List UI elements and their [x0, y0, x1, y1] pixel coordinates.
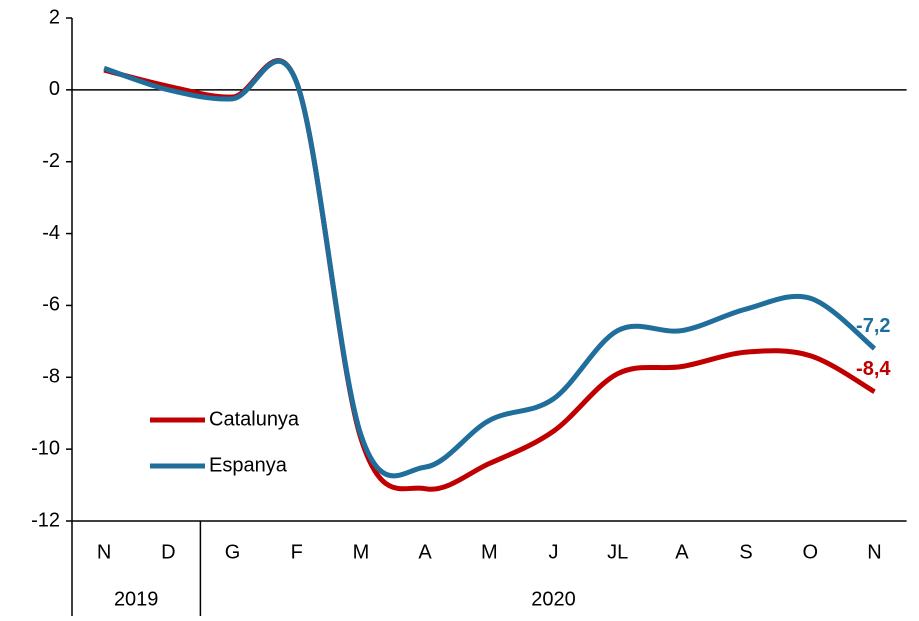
x-group-label: 2019	[114, 588, 159, 610]
x-tick-label: S	[739, 541, 752, 563]
x-tick-label: M	[353, 541, 370, 563]
y-tick-label: -2	[42, 150, 60, 172]
value-label: -8,4	[856, 358, 891, 380]
x-tick-label: F	[291, 541, 303, 563]
x-tick-label: D	[161, 541, 175, 563]
x-tick-label: JL	[607, 541, 628, 563]
x-tick-label: N	[867, 541, 881, 563]
x-tick-label: A	[675, 541, 689, 563]
y-tick-label: -8	[42, 366, 60, 388]
series-line	[103, 58, 877, 479]
x-tick-label: N	[97, 541, 111, 563]
x-tick-label: O	[803, 541, 819, 563]
x-group-label: 2020	[531, 588, 576, 610]
y-tick-label: -12	[31, 509, 60, 531]
legend-label: Catalunya	[209, 408, 300, 430]
y-tick-label: 2	[49, 6, 60, 28]
y-tick-label: -6	[42, 294, 60, 316]
value-label: -7,2	[856, 315, 890, 337]
x-tick-label: A	[418, 541, 432, 563]
x-tick-label: G	[225, 541, 241, 563]
x-tick-label: M	[481, 541, 498, 563]
x-tick-label: J	[549, 541, 559, 563]
legend-label: Espanya	[209, 454, 288, 476]
y-tick-label: -4	[42, 222, 60, 244]
y-tick-label: 0	[49, 78, 60, 100]
y-tick-label: -10	[31, 437, 60, 459]
